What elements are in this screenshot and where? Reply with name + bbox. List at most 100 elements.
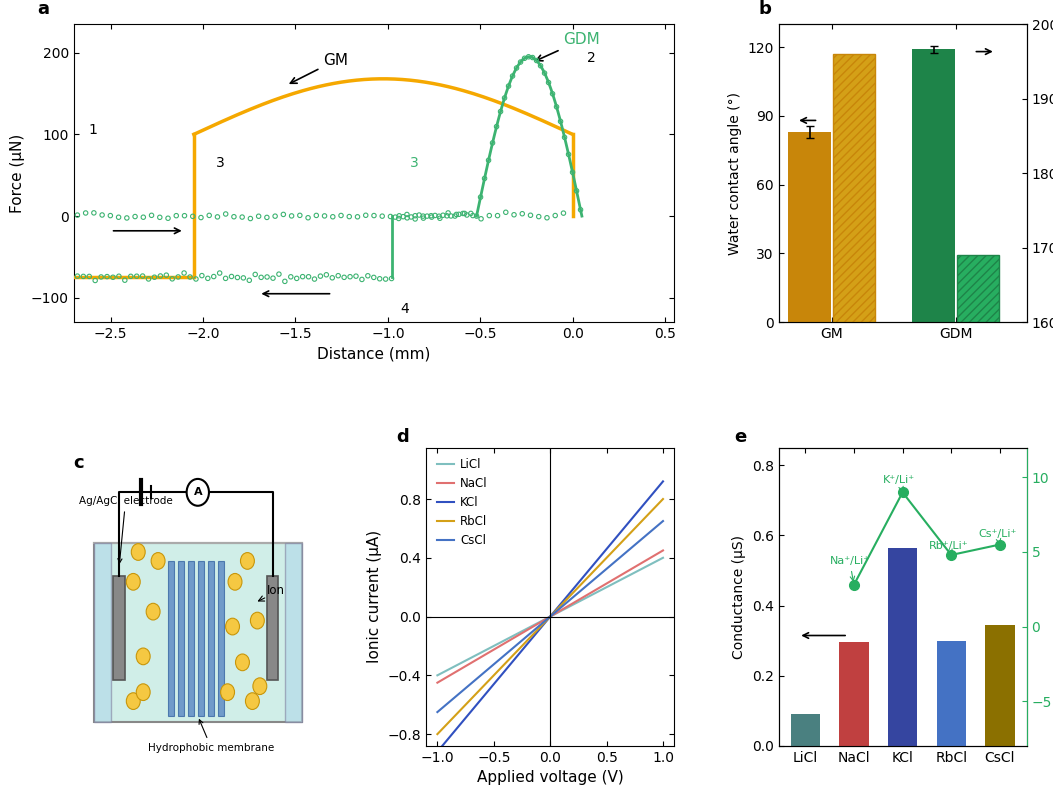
Point [415, 209, 432, 222]
Point [264, 272, 281, 285]
Circle shape [245, 693, 259, 710]
Point [86, 274, 103, 287]
Point [167, 209, 184, 222]
Point [225, 210, 242, 223]
Point [473, 213, 490, 225]
Point [93, 270, 110, 283]
Point [336, 271, 353, 284]
Point [496, 91, 513, 104]
Point [354, 273, 371, 286]
Point [181, 270, 198, 283]
Point [242, 212, 259, 225]
Point [481, 209, 498, 222]
Y-axis label: Conductance (μS): Conductance (μS) [732, 535, 747, 658]
RbCl [570, 585, 582, 595]
KCl [565, 586, 578, 596]
Point [251, 210, 267, 223]
Circle shape [186, 479, 208, 506]
Circle shape [221, 684, 235, 700]
Point [480, 154, 497, 167]
Point [374, 210, 391, 223]
Point [547, 209, 563, 222]
Circle shape [253, 678, 266, 695]
Point [184, 210, 201, 223]
Text: K⁺/Li⁺: K⁺/Li⁺ [883, 476, 915, 492]
Line: CsCl: CsCl [437, 521, 663, 712]
Point [170, 270, 186, 283]
Circle shape [225, 618, 239, 635]
Point [522, 209, 539, 221]
Point [505, 209, 522, 221]
CsCl [657, 516, 670, 526]
Circle shape [126, 693, 140, 710]
Point [386, 211, 403, 224]
Bar [178, 561, 184, 716]
Bar [218, 561, 224, 716]
Point [333, 209, 350, 222]
CsCl [432, 707, 444, 716]
Point [383, 272, 400, 285]
Point [324, 210, 341, 223]
Text: e: e [734, 427, 747, 446]
KCl [431, 747, 443, 756]
Point [377, 273, 394, 286]
Point [347, 269, 364, 282]
Point [341, 210, 358, 223]
Point [253, 271, 270, 284]
Circle shape [229, 573, 242, 590]
Circle shape [251, 612, 264, 629]
Point [341, 270, 358, 283]
Point [294, 270, 311, 283]
Point [391, 212, 408, 225]
Point [391, 209, 408, 222]
Point [143, 209, 160, 221]
Point [201, 209, 218, 222]
Circle shape [152, 553, 165, 569]
Text: Ag/AgCl electrode: Ag/AgCl electrode [79, 496, 173, 563]
Point [458, 209, 475, 221]
Point [126, 210, 143, 223]
Point [406, 209, 423, 222]
Text: 1: 1 [88, 124, 97, 137]
Bar [207, 561, 214, 716]
Point [164, 273, 181, 286]
Point [472, 191, 489, 204]
Point [406, 213, 423, 225]
Point [330, 269, 346, 282]
Point [223, 270, 240, 283]
Point [455, 207, 472, 220]
RbCl [657, 494, 670, 504]
Point [359, 269, 376, 282]
Point [382, 210, 399, 223]
Circle shape [132, 544, 145, 561]
NaCl [657, 545, 670, 555]
Bar [187, 561, 194, 716]
Point [497, 206, 514, 219]
Point [193, 211, 210, 224]
Point [395, 210, 412, 223]
Point [266, 210, 283, 223]
Point [446, 209, 463, 222]
Point [500, 79, 517, 92]
Point [69, 209, 86, 221]
Point [448, 208, 464, 221]
RbCl [565, 589, 578, 599]
Y-axis label: Water contact angle (°): Water contact angle (°) [728, 91, 741, 255]
Point [464, 209, 481, 222]
Point [399, 212, 416, 225]
LiCl [432, 670, 444, 680]
Legend: LiCl, NaCl, KCl, RbCl, CsCl: LiCl, NaCl, KCl, RbCl, CsCl [432, 453, 493, 552]
KCl [621, 519, 634, 529]
Bar [168, 561, 174, 716]
Point [229, 271, 245, 284]
Point [176, 209, 193, 222]
Point [532, 59, 549, 72]
KCl [570, 581, 582, 591]
Point [135, 211, 152, 224]
LiCl [565, 601, 578, 610]
LiCl [570, 598, 582, 608]
Text: d: d [396, 427, 409, 446]
Bar [789, 132, 831, 322]
Point [536, 67, 553, 79]
Polygon shape [284, 543, 302, 722]
